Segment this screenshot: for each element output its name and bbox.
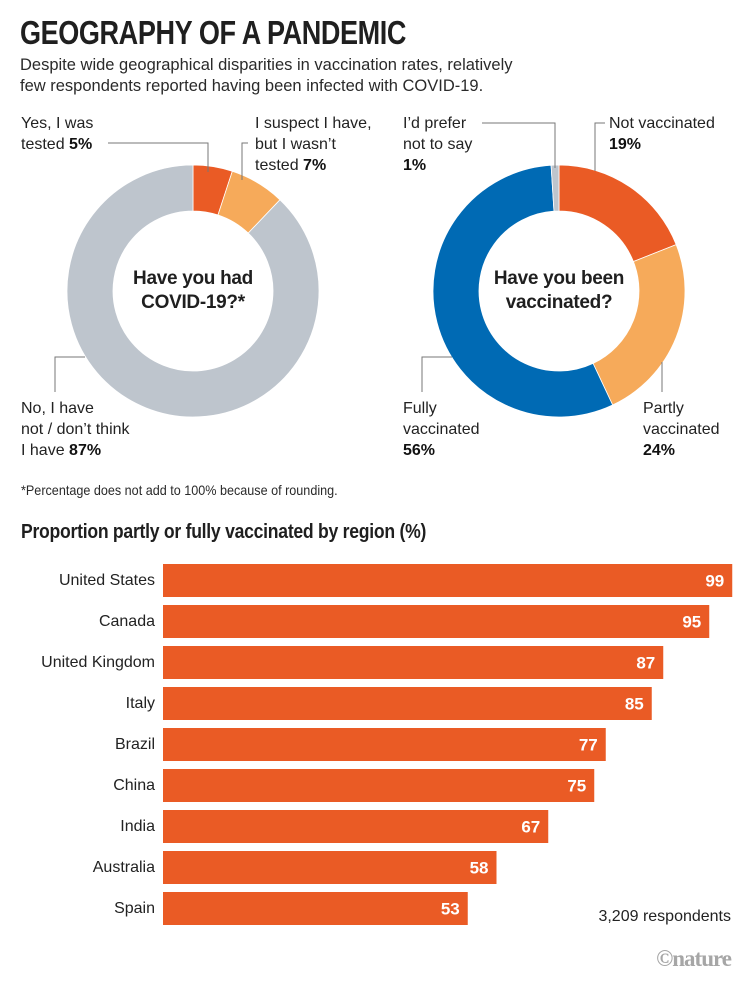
label-prefer-not-line1: I’d prefer [403, 115, 467, 132]
label-fully-line2: vaccinated [403, 421, 480, 438]
label-partly-vaccinated: Partly vaccinated 24% [643, 398, 720, 461]
leader-line-prefer-not [482, 122, 556, 168]
bar-chart: 99 95 87 85 77 75 67 58 53 [163, 564, 733, 925]
bar-category-label: India [120, 818, 155, 835]
bar-chart-title: Proportion partly or fully vaccinated by… [21, 521, 427, 543]
label-no-line2: not / don’t think [21, 421, 130, 438]
label-prefer-not-line2: not to say [403, 136, 473, 153]
bar-value-label: 95 [682, 613, 701, 632]
bar-category-label: United Kingdom [41, 654, 155, 671]
bar-value-label: 58 [470, 859, 489, 878]
value-fully-vaccinated: 56% [403, 442, 436, 459]
donut-slice-i-d-prefer-not-to-say [550, 164, 560, 212]
value-partly-vaccinated: 24% [643, 442, 676, 459]
leader-line-fully [421, 356, 452, 392]
subtitle: Despite wide geographical disparities in… [20, 55, 620, 97]
bar-brazil [163, 728, 606, 761]
donut-covid [66, 164, 320, 418]
bar-australia [163, 851, 497, 884]
bar-united-states [163, 564, 733, 597]
donut-vaccinated [432, 164, 686, 418]
subtitle-line-2: few respondents reported having been inf… [20, 77, 484, 95]
bar-category-label: Spain [114, 900, 155, 917]
value-prefer-not: 1% [403, 157, 427, 174]
bar-category-label: China [113, 777, 155, 794]
leader-line-yes-tested [108, 142, 209, 172]
bar-italy [163, 687, 652, 720]
bar-china [163, 769, 595, 802]
label-no-line1: No, I have [21, 400, 94, 417]
label-no: No, I have not / don’t think I have 87% [21, 398, 130, 461]
label-yes-tested-line1: Yes, I was [21, 115, 94, 132]
donut-vaccinated-question-line1: Have you been [493, 268, 625, 289]
leader-line-not-vaccinated [594, 122, 605, 171]
bar-spain [163, 892, 468, 925]
label-fully-line1: Fully [403, 400, 437, 417]
leader-lines [54, 122, 663, 392]
bar-category-label: Australia [92, 859, 155, 876]
label-suspect-line3: tested [255, 157, 299, 174]
bar-value-label: 99 [705, 572, 724, 591]
label-no-line3: I have [21, 442, 65, 459]
bar-india [163, 810, 549, 843]
bar-category-label: Canada [98, 613, 155, 630]
label-not-vaccinated-line1: Not vaccinated [609, 115, 715, 132]
donut-covid-question-line2: COVID-19?* [141, 292, 245, 313]
bar-united-kingdom [163, 646, 664, 679]
bar-category-label: Brazil [114, 736, 155, 753]
value-no: 87% [69, 442, 102, 459]
value-yes-tested: 5% [69, 136, 93, 153]
label-partly-line2: vaccinated [643, 421, 720, 438]
label-prefer-not: I’d prefer not to say 1% [403, 113, 472, 176]
bar-value-label: 87 [636, 654, 655, 673]
leader-line-no [54, 356, 85, 392]
donut-vaccinated-question-line2: vaccinated? [505, 292, 613, 313]
bar-value-label: 75 [567, 777, 586, 796]
donut-slice-no-i-have-not-don-t-think-i-have [66, 164, 320, 418]
bar-category-label: United States [58, 572, 155, 589]
donut-covid-question-line1: Have you had [133, 268, 253, 289]
respondents-count: 3,209 respondents [598, 908, 731, 925]
footnote: *Percentage does not add to 100% because… [21, 482, 338, 498]
bar-canada [163, 605, 710, 638]
label-suspect-line1: I suspect I have, [255, 115, 372, 132]
label-partly-line1: Partly [643, 400, 684, 417]
donut-slice-fully-vaccinated [432, 164, 614, 418]
value-suspect: 7% [303, 157, 327, 174]
label-suspect: I suspect I have, but I wasn’t tested 7% [255, 113, 372, 176]
donut-vaccinated-question: Have you been vaccinated? [479, 267, 639, 315]
bar-value-label: 85 [625, 695, 644, 714]
donut-slice-not-vaccinated [558, 164, 677, 263]
value-not-vaccinated: 19% [609, 136, 642, 153]
bar-value-label: 77 [579, 736, 598, 755]
donut-covid-question: Have you had COVID-19?* [113, 267, 273, 315]
subtitle-line-1: Despite wide geographical disparities in… [20, 56, 513, 74]
bar-category-label: Italy [125, 695, 155, 712]
bar-value-label: 67 [521, 818, 540, 837]
label-suspect-line2: but I wasn’t [255, 136, 336, 153]
nature-logo: ©nature [656, 946, 732, 971]
page-title: GEOGRAPHY OF A PANDEMIC [20, 14, 406, 51]
leader-line-suspect [241, 142, 248, 180]
bar-value-label: 53 [441, 900, 460, 919]
label-fully-vaccinated: Fully vaccinated 56% [403, 398, 480, 461]
label-yes-tested-line2: tested [21, 136, 65, 153]
label-yes-tested: Yes, I was tested 5% [21, 113, 93, 155]
label-not-vaccinated: Not vaccinated 19% [609, 113, 715, 155]
